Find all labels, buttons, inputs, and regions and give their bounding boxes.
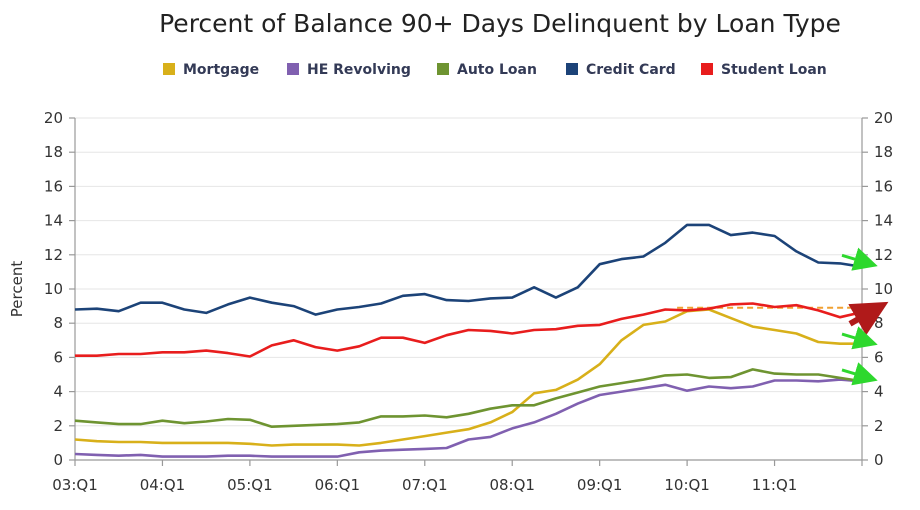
x-tick-label: 04:Q1: [140, 476, 186, 494]
y-tick-label-left: 16: [44, 177, 63, 195]
green-arrow: [841, 247, 878, 271]
legend-label: HE Revolving: [307, 62, 411, 78]
x-tick-label: 06:Q1: [315, 476, 361, 494]
x-tick-label: 03:Q1: [52, 476, 98, 494]
series-line-credit-card: [74, 223, 863, 316]
legend-label: Mortgage: [183, 62, 259, 78]
y-tick-label-left: 8: [53, 314, 63, 332]
gridlines: [75, 117, 862, 461]
series-line-he-revolving: [74, 378, 863, 458]
y-tick-label-left: 4: [53, 383, 63, 401]
y-tick-label-right: 18: [874, 143, 893, 161]
y-tick-label-left: 0: [53, 451, 63, 469]
legend-swatch: [701, 63, 713, 75]
y-tick-label-right: 8: [874, 314, 884, 332]
y-axis-label: Percent: [8, 261, 26, 318]
y-tick-label-left: 20: [44, 109, 63, 127]
x-tick-label: 10:Q1: [664, 476, 710, 494]
legend-swatch: [437, 63, 449, 75]
y-tick-label-right: 2: [874, 417, 884, 435]
y-tick-label-left: 18: [44, 143, 63, 161]
chart-title: Percent of Balance 90+ Days Delinquent b…: [159, 9, 841, 38]
series-lines: [74, 223, 889, 458]
series-line-student-loan: [75, 302, 863, 358]
y-tick-label-right: 10: [874, 280, 893, 298]
series-line-auto-loan: [74, 368, 863, 429]
x-tick-label: 07:Q1: [402, 476, 448, 494]
y-tick-label-left: 10: [44, 280, 63, 298]
legend-swatch: [163, 63, 175, 75]
y-tick-label-right: 4: [874, 383, 884, 401]
y-tick-label-right: 16: [874, 177, 893, 195]
y-tick-label-left: 12: [44, 246, 63, 264]
y-tick-label-left: 14: [44, 212, 63, 230]
tick-labels: 0 0 2 2 4 4 6 6 8 8 10 10 12 12 14 14 16 16 18 18 20 20 03:Q1 0…: [44, 109, 893, 494]
x-tick-label: 11:Q1: [752, 476, 798, 494]
red-arrow: [848, 301, 889, 336]
legend: Mortgage HE Revolving Auto Loan Credit Card…: [163, 62, 827, 78]
green-arrow: [841, 362, 878, 386]
y-tick-label-right: 0: [874, 451, 884, 469]
y-tick-label-left: 6: [53, 348, 63, 366]
legend-label: Auto Loan: [457, 62, 537, 78]
legend-label: Credit Card: [586, 62, 676, 78]
x-tick-label: 05:Q1: [227, 476, 273, 494]
x-tick-label: 08:Q1: [489, 476, 535, 494]
legend-swatch: [287, 63, 299, 75]
legend-swatch: [566, 63, 578, 75]
y-tick-label-right: 20: [874, 109, 893, 127]
x-tick-label: 09:Q1: [577, 476, 623, 494]
axes: [69, 117, 868, 466]
series-line-mortgage: [74, 308, 862, 447]
legend-label: Student Loan: [721, 62, 827, 78]
y-tick-label-right: 6: [874, 348, 884, 366]
y-tick-label-right: 12: [874, 246, 893, 264]
y-tick-label-left: 2: [53, 417, 63, 435]
y-tick-label-right: 14: [874, 212, 893, 230]
green-arrow: [841, 326, 878, 350]
